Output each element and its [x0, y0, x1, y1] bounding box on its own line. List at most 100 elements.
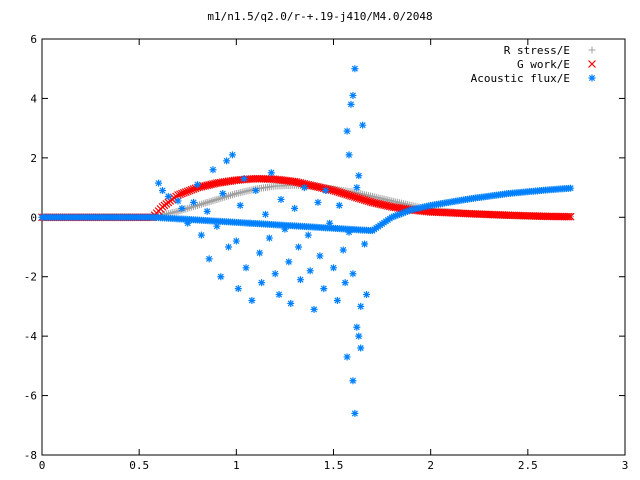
data-point	[164, 192, 172, 200]
chart-title: m1/n1.5/q2.0/r-+.19-j410/M4.0/2048	[207, 10, 432, 23]
data-point	[205, 198, 213, 206]
data-point	[256, 249, 264, 257]
data-point	[349, 91, 357, 99]
data-point	[203, 207, 211, 215]
data-point	[193, 181, 201, 189]
legend-label: G work/E	[517, 58, 570, 71]
data-point	[359, 121, 367, 129]
data-point	[158, 187, 166, 195]
data-point	[267, 169, 275, 177]
data-point	[330, 264, 337, 272]
data-point	[277, 195, 285, 203]
data-point	[310, 305, 318, 313]
data-point	[234, 285, 242, 293]
data-point	[333, 296, 341, 304]
y-tick-label: 6	[30, 33, 37, 46]
plot-points	[38, 65, 575, 417]
data-point	[261, 210, 269, 218]
data-point	[343, 127, 351, 135]
data-point	[343, 353, 351, 361]
data-point	[236, 201, 244, 209]
plot-frame	[41, 38, 626, 456]
data-point	[190, 198, 198, 206]
y-tick-label: 0	[30, 211, 37, 224]
data-point	[300, 184, 308, 192]
data-point	[339, 246, 347, 254]
x-tick-label: 2.5	[518, 459, 538, 472]
data-point	[322, 187, 330, 195]
data-point	[390, 213, 398, 221]
legend-marker	[588, 74, 596, 82]
y-tick-label: -6	[24, 390, 37, 403]
x-tick-label: 0.5	[129, 459, 149, 472]
data-point	[228, 151, 236, 159]
data-point	[291, 204, 299, 212]
data-point	[227, 191, 235, 199]
data-point	[223, 157, 231, 165]
data-point	[295, 243, 303, 251]
x-tick-label: 1.5	[324, 459, 344, 472]
data-point	[314, 198, 322, 206]
data-point	[567, 184, 575, 192]
legend-label: Acoustic flux/E	[471, 72, 570, 85]
data-point	[174, 197, 182, 205]
data-point	[394, 211, 402, 219]
data-point	[217, 273, 225, 281]
data-point	[351, 65, 359, 73]
data-point	[341, 279, 349, 287]
data-point	[287, 299, 295, 307]
data-point	[197, 231, 205, 239]
y-tick-label: -4	[24, 330, 38, 343]
data-point	[392, 212, 400, 220]
data-point	[230, 190, 238, 198]
data-point	[225, 243, 233, 251]
x-tick-label: 1	[233, 459, 240, 472]
data-point	[355, 172, 363, 180]
data-point	[306, 267, 314, 275]
data-point	[349, 377, 357, 385]
data-point	[281, 225, 289, 233]
data-point	[345, 228, 353, 236]
data-point	[211, 196, 219, 204]
data-point	[401, 208, 409, 216]
data-point	[353, 184, 361, 192]
data-point	[155, 179, 163, 187]
data-point	[361, 240, 369, 248]
y-tick-label: -8	[24, 449, 37, 462]
data-point	[228, 191, 236, 199]
data-point	[345, 151, 353, 159]
data-point	[219, 190, 227, 198]
data-point	[388, 213, 396, 221]
data-point	[199, 200, 207, 208]
data-point	[178, 204, 186, 212]
data-point	[248, 296, 256, 304]
data-point	[347, 100, 355, 108]
data-point	[398, 210, 406, 218]
data-point	[232, 237, 240, 245]
data-point	[265, 234, 273, 242]
data-point	[285, 258, 293, 266]
data-point	[213, 195, 221, 203]
data-point	[357, 344, 365, 352]
legend-label: R stress/E	[504, 44, 570, 57]
data-point	[296, 276, 304, 284]
data-point	[246, 219, 254, 227]
y-tick-label: 4	[30, 92, 37, 105]
data-point	[213, 222, 221, 230]
data-point	[405, 207, 413, 215]
data-point	[403, 207, 411, 215]
data-point	[209, 166, 217, 174]
data-point	[215, 195, 223, 203]
data-point	[207, 197, 215, 205]
data-point	[351, 409, 359, 417]
series-2	[38, 65, 575, 417]
data-point	[564, 212, 573, 221]
data-point	[186, 204, 194, 212]
data-point	[355, 332, 363, 340]
data-point	[353, 323, 361, 331]
data-point	[242, 264, 250, 272]
x-tick-label: 3	[622, 459, 629, 472]
data-point	[240, 175, 248, 183]
data-point	[258, 279, 266, 287]
